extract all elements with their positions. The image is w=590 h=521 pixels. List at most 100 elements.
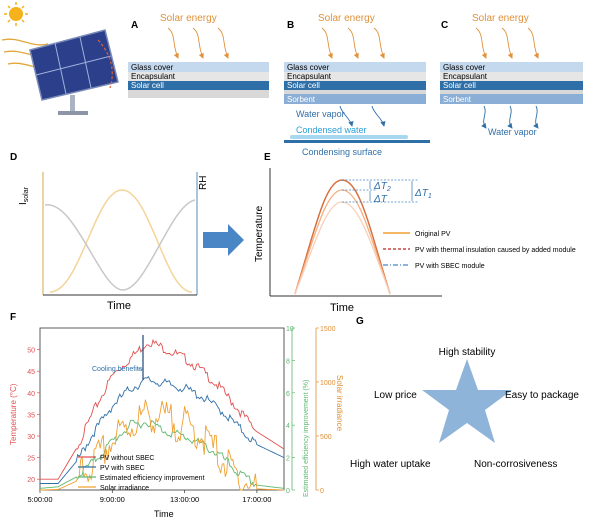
panel-e-dt2-label: ΔT2 [373, 181, 391, 193]
panel-f-legend-with: PV with SBEC [100, 465, 145, 472]
panel-c: C Solar energy Glass cover Encapsulant S… [440, 13, 583, 137]
panel-g-label-price: Low price [374, 390, 417, 401]
left-axis-tick-label: 50 [27, 348, 35, 355]
mid-axis-tick-label: 0 [286, 488, 290, 495]
d-to-e-arrow [203, 224, 244, 256]
panel-d-irradiance-curve [49, 189, 193, 293]
left-axis-tick-label: 35 [27, 412, 35, 419]
panel-c-layer-encapsulant: Encapsulant [443, 72, 488, 81]
panel-f-left-axis-label: Temperature (°C) [9, 383, 18, 445]
mid-axis-tick-label: 6 [286, 391, 290, 398]
panel-a-bottom-layer [128, 90, 269, 98]
panel-e-legend-thermal: PV with thermal insulation caused by add… [415, 247, 576, 254]
panel-c-encapsulant [440, 72, 583, 81]
panel-b-glass-cover [284, 62, 426, 72]
x-axis-tick-label: 17:00:00 [242, 495, 271, 504]
panel-a-solar-arrows [167, 27, 229, 59]
panel-e: E Temperature Time ΔT2 ΔT ΔT1 Original P… [254, 152, 576, 314]
panel-f-chart: F 2025303540455002468100500100015005:00:… [9, 312, 344, 519]
panel-g-label-water: High water uptake [350, 459, 431, 470]
panel-b-condensed-water-film [290, 135, 408, 139]
panel-c-vapor-arrows [481, 105, 539, 129]
panel-b-sorbent [284, 94, 426, 104]
panel-c-sorbent [440, 94, 583, 104]
panel-e-legend-sbec: PV with SBEC module [415, 263, 485, 270]
panel-c-layer-glass: Glass cover [443, 63, 486, 72]
x-axis-tick-label: 5:00:00 [27, 495, 52, 504]
panel-a-solar-cell [128, 81, 269, 90]
panel-b-separator [284, 90, 426, 94]
panel-e-ylabel: Temperature [254, 205, 265, 262]
panel-b-vapor-arrows [339, 105, 386, 127]
left-axis-tick-label: 30 [27, 434, 35, 441]
left-axis-tick-label: 40 [27, 391, 35, 398]
sun-icon [4, 2, 28, 26]
panel-b-condensing-surface [284, 140, 430, 143]
mid-axis-tick-label: 8 [286, 358, 290, 365]
panel-a-solar-energy-label: Solar energy [160, 13, 217, 24]
panel-f-letter: F [10, 312, 16, 323]
panel-b-layer-glass: Glass cover [287, 63, 330, 72]
panel-g-letter: G [356, 316, 364, 327]
panel-a-layer-solar-cell: Solar cell [131, 81, 164, 90]
panel-e-xlabel: Time [330, 302, 354, 314]
left-axis-tick-label: 20 [27, 477, 35, 484]
panel-f-right-axis-label: Solar irradiance [335, 375, 344, 432]
panel-d-ylabel: Isolar [18, 186, 30, 205]
left-axis-tick-label: 45 [27, 369, 35, 376]
panel-c-water-vapor-label: Water vapor [488, 127, 537, 137]
panel-f-legend-without: PV without SBEC [100, 455, 154, 462]
panel-f-legend-efficiency: Estimated efficiency improvement [100, 475, 205, 482]
panel-e-delta-guides [342, 179, 418, 203]
panel-g-label-noncorrosive: Non-corrosiveness [474, 459, 557, 470]
panel-e-letter: E [264, 152, 271, 163]
panel-b-solar-energy-label: Solar energy [318, 13, 375, 24]
panel-c-letter: C [441, 20, 448, 31]
panel-f-legend: PV without SBEC PV with SBEC Estimated e… [78, 455, 205, 492]
right-axis-tick-label: 1000 [320, 380, 336, 387]
panel-g-star-icon [422, 359, 512, 443]
panel-c-solar-cell [440, 81, 583, 90]
panel-f-annotation: Cooling benefits [92, 366, 143, 373]
left-axis-tick-label: 25 [27, 456, 35, 463]
panel-b: B Solar energy Glass cover Encapsulant S… [284, 13, 430, 157]
panel-c-solar-arrows [475, 27, 539, 59]
panel-f-mid-axis-label: Estimated efficiency improvement (%) [303, 380, 310, 497]
series-line-pv-without-sbec [40, 338, 285, 480]
panel-b-letter: B [287, 20, 294, 31]
mid-axis-tick-label: 4 [286, 423, 290, 430]
solar-panel-illustration [1, 2, 119, 115]
panel-d-letter: D [10, 152, 17, 163]
panel-c-layer-solar-cell: Solar cell [443, 81, 476, 90]
panel-a-glass-cover [128, 62, 269, 72]
panel-f-legend-irradiance: Solar irradiance [100, 485, 149, 492]
panel-g-label-stability: High stability [439, 347, 496, 358]
panel-d-rh-label: RH [198, 176, 209, 190]
right-axis-tick-label: 500 [320, 434, 332, 441]
x-axis-tick-label: 13:00:00 [170, 495, 199, 504]
panel-a-encapsulant [128, 72, 269, 81]
panel-b-solar-cell [284, 81, 426, 90]
right-axis-tick-label: 1500 [320, 326, 336, 333]
panel-g-label-package: Easy to package [505, 390, 579, 401]
panel-b-layer-sorbent: Sorbent [287, 95, 316, 104]
panel-e-legend: Original PV PV with thermal insulation c… [383, 231, 576, 270]
series-line-solar-irradiance [40, 399, 285, 491]
panel-f-xlabel: Time [154, 509, 174, 519]
panel-d-rh-curve [44, 199, 196, 291]
pv-panel-icon [29, 29, 119, 115]
x-axis-tick-label: 9:00:00 [100, 495, 125, 504]
panel-d-xlabel: Time [107, 300, 131, 312]
panel-b-condensed-water-label: Condensed water [296, 125, 367, 135]
panel-c-separator [440, 90, 583, 94]
right-axis-tick-label: 0 [320, 488, 324, 495]
panel-e-legend-original: Original PV [415, 231, 451, 238]
panel-a: A Solar energy Glass cover Encapsulant S… [128, 13, 269, 98]
panel-c-solar-energy-label: Solar energy [472, 13, 529, 24]
panel-b-solar-arrows [321, 27, 385, 59]
panel-b-layer-solar-cell: Solar cell [287, 81, 320, 90]
panel-e-dt1-label: ΔT1 [414, 188, 432, 200]
panel-a-layer-encapsulant: Encapsulant [131, 72, 176, 81]
panel-a-letter: A [131, 20, 138, 31]
